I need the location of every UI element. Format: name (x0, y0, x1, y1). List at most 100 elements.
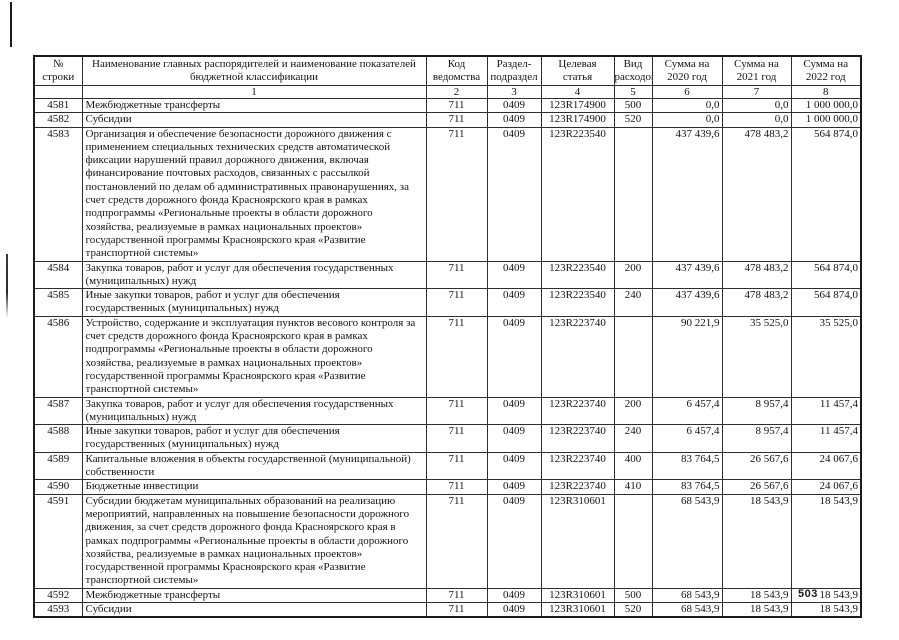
header-sum-2021: Сумма на 2021 год (721, 55, 792, 86)
cell-agency-code: 711 (425, 424, 488, 453)
column-number: 3 (486, 85, 542, 99)
cell-target-article: 123R310601 (540, 493, 615, 589)
table-row: 4583 Организация и обеспечение безопаснос… (33, 126, 862, 262)
cell-target-article: 123R223540 (540, 288, 615, 317)
header-target-article: Целевая статья (540, 55, 615, 86)
cell-agency-code: 711 (425, 97, 488, 114)
cell-sum-2020: 68 543,9 (651, 493, 723, 589)
cell-line-number: 4588 (33, 424, 83, 453)
cell-sum-2021: 478 483,2 (721, 126, 792, 262)
cell-section-subsection: 0409 (486, 451, 542, 481)
cell-agency-code: 711 (425, 260, 488, 290)
header-sum-2020: Сумма на 2020 год (651, 55, 723, 86)
cell-line-number: 4593 (33, 601, 83, 618)
table-row: 4588 Иные закупки товаров, работ и услуг … (33, 424, 862, 453)
cell-sum-2020: 6 457,4 (651, 424, 723, 453)
cell-sum-2020: 68 543,9 (651, 601, 723, 618)
cell-sum-2021: 26 567,6 (721, 479, 792, 495)
cell-agency-code: 711 (425, 587, 488, 603)
table-row: 4587 Закупка товаров, работ и услуг для о… (33, 396, 862, 426)
cell-sum-2021: 478 483,2 (721, 260, 792, 290)
column-number: 1 (81, 85, 427, 99)
cell-sum-2020: 437 439,6 (651, 260, 723, 290)
cell-sum-2021: 0,0 (721, 97, 792, 114)
cell-sum-2020: 90 221,9 (651, 315, 723, 398)
cell-sum-2021: 18 543,9 (721, 601, 792, 618)
table-row: 4582 Субсидии 711 0409 123R174900 520 0,0 0,0 1 … (33, 112, 862, 128)
cell-sum-2021: 0,0 (721, 112, 792, 128)
cell-sum-2022: 1 000 000,0 (790, 112, 862, 128)
cell-sum-2020: 83 764,5 (651, 451, 723, 481)
cell-agency-code: 711 (425, 451, 488, 481)
cell-agency-code: 711 (425, 126, 488, 262)
cell-sum-2020: 6 457,4 (651, 396, 723, 426)
cell-target-article: 123R174900 (540, 97, 615, 114)
column-number: 7 (721, 85, 792, 99)
cell-expense-type: 500 (613, 587, 653, 603)
column-number: 5 (613, 85, 653, 99)
cell-target-article: 123R223540 (540, 260, 615, 290)
cell-sum-2022: 35 525,0 (790, 315, 862, 398)
header-name: Наименование главных распорядителей и на… (81, 55, 427, 86)
cell-section-subsection: 0409 (486, 587, 542, 603)
cell-sum-2021: 26 567,6 (721, 451, 792, 481)
cell-target-article: 123R223740 (540, 315, 615, 398)
cell-line-number: 4586 (33, 315, 83, 398)
cell-name: Бюджетные инвестиции (81, 479, 427, 495)
cell-sum-2020: 437 439,6 (651, 288, 723, 317)
cell-sum-2022: 1 000 000,0 (790, 97, 862, 114)
cell-target-article: 123R223740 (540, 396, 615, 426)
cell-target-article: 123R310601 (540, 601, 615, 618)
cell-expense-type (613, 315, 653, 398)
cell-name: Иные закупки товаров, работ и услуг для … (81, 424, 427, 453)
cell-agency-code: 711 (425, 601, 488, 618)
table-row: 4581 Межбюджетные трансферты 711 0409 123R17… (33, 97, 862, 114)
header-section-subsection: Раздел-подраздел (486, 55, 542, 86)
cell-sum-2021: 8 957,4 (721, 424, 792, 453)
cell-sum-2022: 18 543,9 (790, 587, 862, 603)
cell-expense-type: 500 (613, 97, 653, 114)
cell-line-number: 4584 (33, 260, 83, 290)
cell-line-number: 4589 (33, 451, 83, 481)
cell-agency-code: 711 (425, 112, 488, 128)
header-line-number: № строки (33, 55, 83, 86)
column-number: 4 (540, 85, 615, 99)
cell-line-number: 4592 (33, 587, 83, 603)
cell-name: Субсидии бюджетам муниципальных образова… (81, 493, 427, 589)
column-number: 6 (651, 85, 723, 99)
cell-section-subsection: 0409 (486, 288, 542, 317)
column-number: 2 (425, 85, 488, 99)
cell-section-subsection: 0409 (486, 479, 542, 495)
cell-section-subsection: 0409 (486, 601, 542, 618)
column-numbers-row: 1 2 3 4 5 6 7 8 (33, 85, 862, 99)
table-row: 4584 Закупка товаров, работ и услуг для о… (33, 260, 862, 290)
cell-expense-type (613, 126, 653, 262)
cell-name: Капитальные вложения в объекты государст… (81, 451, 427, 481)
cell-sum-2021: 18 543,9 (721, 493, 792, 589)
cell-expense-type: 520 (613, 112, 653, 128)
cell-expense-type: 400 (613, 451, 653, 481)
cell-name: Устройство, содержание и эксплуатация пу… (81, 315, 427, 398)
scan-artifact-line (6, 254, 8, 318)
cell-name: Субсидии (81, 112, 427, 128)
cell-sum-2020: 83 764,5 (651, 479, 723, 495)
cell-target-article: 123R223540 (540, 126, 615, 262)
cell-sum-2022: 24 067,6 (790, 451, 862, 481)
cell-sum-2022: 11 457,4 (790, 424, 862, 453)
cell-section-subsection: 0409 (486, 126, 542, 262)
cell-name: Закупка товаров, работ и услуг для обесп… (81, 396, 427, 426)
cell-expense-type: 200 (613, 396, 653, 426)
cell-section-subsection: 0409 (486, 112, 542, 128)
cell-target-article: 123R223740 (540, 424, 615, 453)
table-row: 4589 Капитальные вложения в объекты госуд… (33, 451, 862, 481)
cell-target-article: 123R223740 (540, 479, 615, 495)
table-header: № строки Наименование главных распорядит… (33, 55, 862, 99)
cell-sum-2022: 18 543,9 (790, 493, 862, 589)
header-agency-code: Код ведомства (425, 55, 488, 86)
cell-section-subsection: 0409 (486, 315, 542, 398)
cell-sum-2020: 437 439,6 (651, 126, 723, 262)
column-number (33, 85, 83, 99)
cell-name: Закупка товаров, работ и услуг для обесп… (81, 260, 427, 290)
cell-name: Иные закупки товаров, работ и услуг для … (81, 288, 427, 317)
cell-line-number: 4591 (33, 493, 83, 589)
